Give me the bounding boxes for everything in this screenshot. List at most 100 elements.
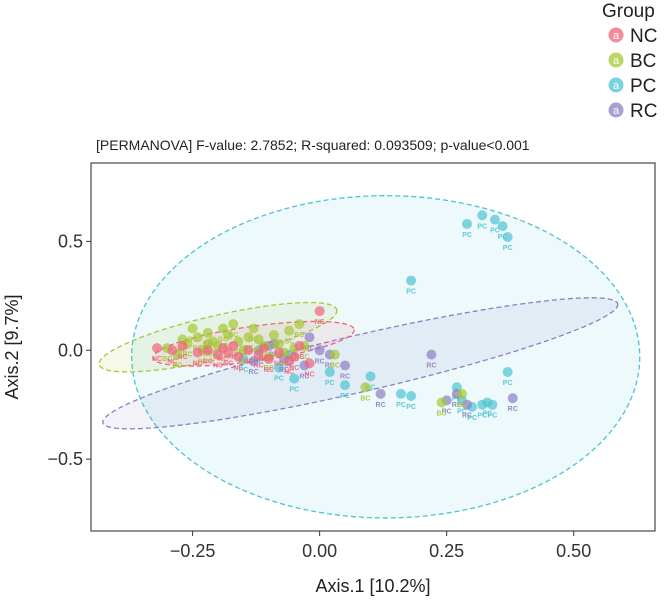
point-label-pc: PC [503,380,513,387]
point-label-nc: NC [177,354,187,361]
data-point-rc [314,345,325,356]
plot-panel-border [90,162,656,532]
data-point-pc [289,373,300,384]
point-label-pc: PC [254,358,264,365]
legend-item-rc: a RC [608,101,657,122]
data-point-bc [243,332,254,343]
confidence-ellipse-bc [98,301,338,373]
legend-key-letter: a [613,105,620,117]
point-label-rc: RC [442,408,452,415]
data-point-pc [489,214,500,225]
point-label-pc: PC [406,404,416,411]
point-label-bc: BC [437,411,447,418]
data-point-nc [314,306,325,317]
confidence-ellipse-pc [130,195,641,519]
data-point-bc [274,338,284,349]
point-label-rc: RC [426,363,436,370]
legend-label-pc: PC [630,76,656,97]
legend-key-nc [608,27,624,43]
data-point-pc [324,367,335,378]
y-tick-label: −0.5 [47,449,83,469]
point-label-pc: PC [482,411,492,418]
legend-title: Group [602,1,655,22]
x-tick-label: 0.50 [556,541,591,561]
legend-label-nc: NC [630,26,657,47]
point-label-bc: BC [279,360,289,367]
legend-key-letter: a [613,30,620,42]
data-point-nc [258,343,269,354]
legend-key-rc [608,102,624,118]
point-label-bc: BC [182,352,192,359]
point-label-rc: RC [304,345,314,352]
legend-item-bc: a BC [608,51,656,72]
point-label-nc: NC [167,358,177,365]
legend-item-nc: a NC [608,26,657,47]
point-label-nc: NC [233,365,243,372]
data-point-pc [502,232,513,243]
data-point-nc [274,347,284,358]
legend-label-bc: BC [630,51,656,72]
point-label-pc: PC [274,376,284,383]
point-label-bc: BC [188,336,198,343]
data-point-nc [177,340,188,351]
point-label-nc: NC [218,356,228,363]
point-label-bc: BC [223,343,233,350]
point-label-bc: BC [172,363,182,370]
data-point-bc [329,349,340,360]
data-point-bc [268,330,279,341]
point-label-bc: BC [162,356,172,363]
x-tick-label: 0.00 [302,541,337,561]
data-point-rc [426,349,437,360]
point-label-rc: RC [249,369,259,376]
point-label-pc: PC [325,380,335,387]
data-point-rc [507,393,518,404]
legend: Group a NC a BC a PC a RC [602,1,657,122]
legend-label-rc: RC [630,101,657,122]
point-label-nc: NC [223,360,233,367]
point-label-bc: BC [330,363,340,370]
data-point-nc [304,358,315,369]
point-label-pc: PC [503,245,513,252]
point-label-pc: PC [396,402,406,409]
data-point-bc [228,319,239,330]
data-point-bc [360,382,371,393]
point-label-bc: BC [299,354,309,361]
y-axis-title: Axis.2 [9.7%] [2,294,22,399]
data-point-pc [497,221,508,232]
x-axis-title: Axis.1 [10.2%] [315,576,430,596]
data-point-nc [243,345,254,356]
data-point-pc [274,362,284,373]
point-label-nc: NC [152,356,162,363]
chart-subtitle: [PERMANOVA] F-value: 2.7852; R-squared: … [96,137,530,153]
data-point-nc [218,343,229,354]
data-point-bc [192,332,203,343]
data-point-pc [487,399,498,410]
y-tick-label: 0.5 [58,231,83,251]
point-label-bc: BC [249,336,259,343]
point-label-pc: PC [467,415,477,422]
point-label-nc: NC [193,360,203,367]
point-label-nc: NC [304,371,314,378]
point-label-rc: RC [508,406,518,413]
data-point-bc [202,327,213,338]
point-label-bc: BC [208,350,218,357]
point-label-nc: NC [294,354,304,361]
point-label-rc: RC [269,352,279,359]
point-label-bc: BC [269,343,279,350]
x-tick-label: 0.25 [429,541,464,561]
point-label-pc: PC [366,384,376,391]
point-label-bc: BC [198,358,208,365]
data-point-nc [263,353,274,364]
data-point-rc [462,399,472,410]
data-point-pc [365,371,376,382]
point-label-rc: RC [462,413,472,420]
point-label-nc: NC [315,319,325,326]
data-point-pc [502,367,513,378]
point-label-nc: NC [284,369,294,376]
point-label-bc: BC [264,365,274,372]
point-label-pc: PC [239,367,249,374]
point-label-nc: NC [289,365,299,372]
